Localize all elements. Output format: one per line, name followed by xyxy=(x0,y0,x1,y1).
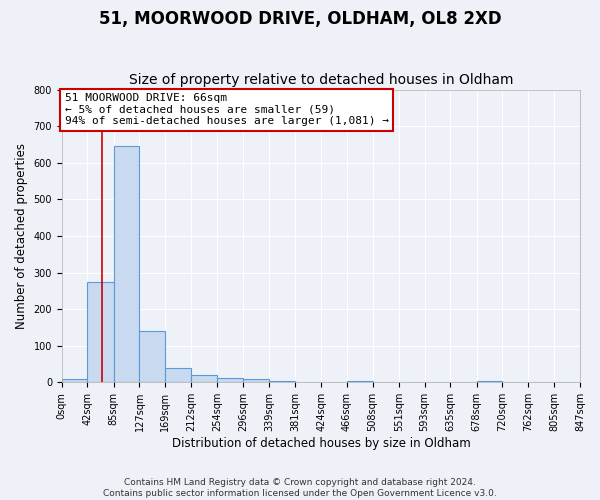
Bar xyxy=(243,380,269,382)
Text: 51, MOORWOOD DRIVE, OLDHAM, OL8 2XD: 51, MOORWOOD DRIVE, OLDHAM, OL8 2XD xyxy=(98,10,502,28)
Bar xyxy=(62,380,88,382)
Text: Contains HM Land Registry data © Crown copyright and database right 2024.
Contai: Contains HM Land Registry data © Crown c… xyxy=(103,478,497,498)
Bar xyxy=(165,368,191,382)
Bar xyxy=(139,331,165,382)
Bar xyxy=(217,378,243,382)
X-axis label: Distribution of detached houses by size in Oldham: Distribution of detached houses by size … xyxy=(172,437,470,450)
Text: 51 MOORWOOD DRIVE: 66sqm
← 5% of detached houses are smaller (59)
94% of semi-de: 51 MOORWOOD DRIVE: 66sqm ← 5% of detache… xyxy=(65,93,389,126)
Title: Size of property relative to detached houses in Oldham: Size of property relative to detached ho… xyxy=(128,73,513,87)
Bar xyxy=(269,380,295,382)
Bar xyxy=(476,380,502,382)
Bar xyxy=(191,375,217,382)
Bar xyxy=(347,380,373,382)
Bar xyxy=(114,146,139,382)
Y-axis label: Number of detached properties: Number of detached properties xyxy=(15,143,28,329)
Bar xyxy=(88,282,114,382)
